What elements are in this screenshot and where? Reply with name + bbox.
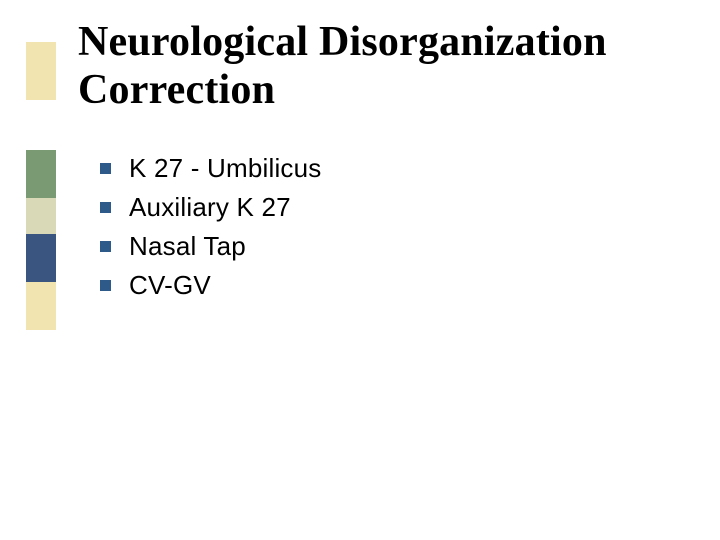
list-item-text: K 27 - Umbilicus xyxy=(129,153,321,184)
slide-title: Neurological Disorganization Correction xyxy=(78,18,700,115)
sidebar-block xyxy=(26,42,56,100)
square-bullet-icon xyxy=(100,163,111,174)
square-bullet-icon xyxy=(100,241,111,252)
sidebar-block xyxy=(26,198,56,234)
list-item: Nasal Tap xyxy=(100,231,700,262)
list-item: K 27 - Umbilicus xyxy=(100,153,700,184)
list-item: CV-GV xyxy=(100,270,700,301)
square-bullet-icon xyxy=(100,202,111,213)
list-item-text: CV-GV xyxy=(129,270,211,301)
sidebar-block xyxy=(26,150,56,198)
bullet-list: K 27 - Umbilicus Auxiliary K 27 Nasal Tap C… xyxy=(78,153,700,301)
sidebar-block xyxy=(26,282,56,330)
slide-content: Neurological Disorganization Correction … xyxy=(78,18,700,309)
sidebar-decoration xyxy=(0,0,58,540)
sidebar-block xyxy=(26,234,56,282)
list-item-text: Nasal Tap xyxy=(129,231,246,262)
list-item-text: Auxiliary K 27 xyxy=(129,192,291,223)
list-item: Auxiliary K 27 xyxy=(100,192,700,223)
square-bullet-icon xyxy=(100,280,111,291)
sidebar-block xyxy=(26,100,56,150)
